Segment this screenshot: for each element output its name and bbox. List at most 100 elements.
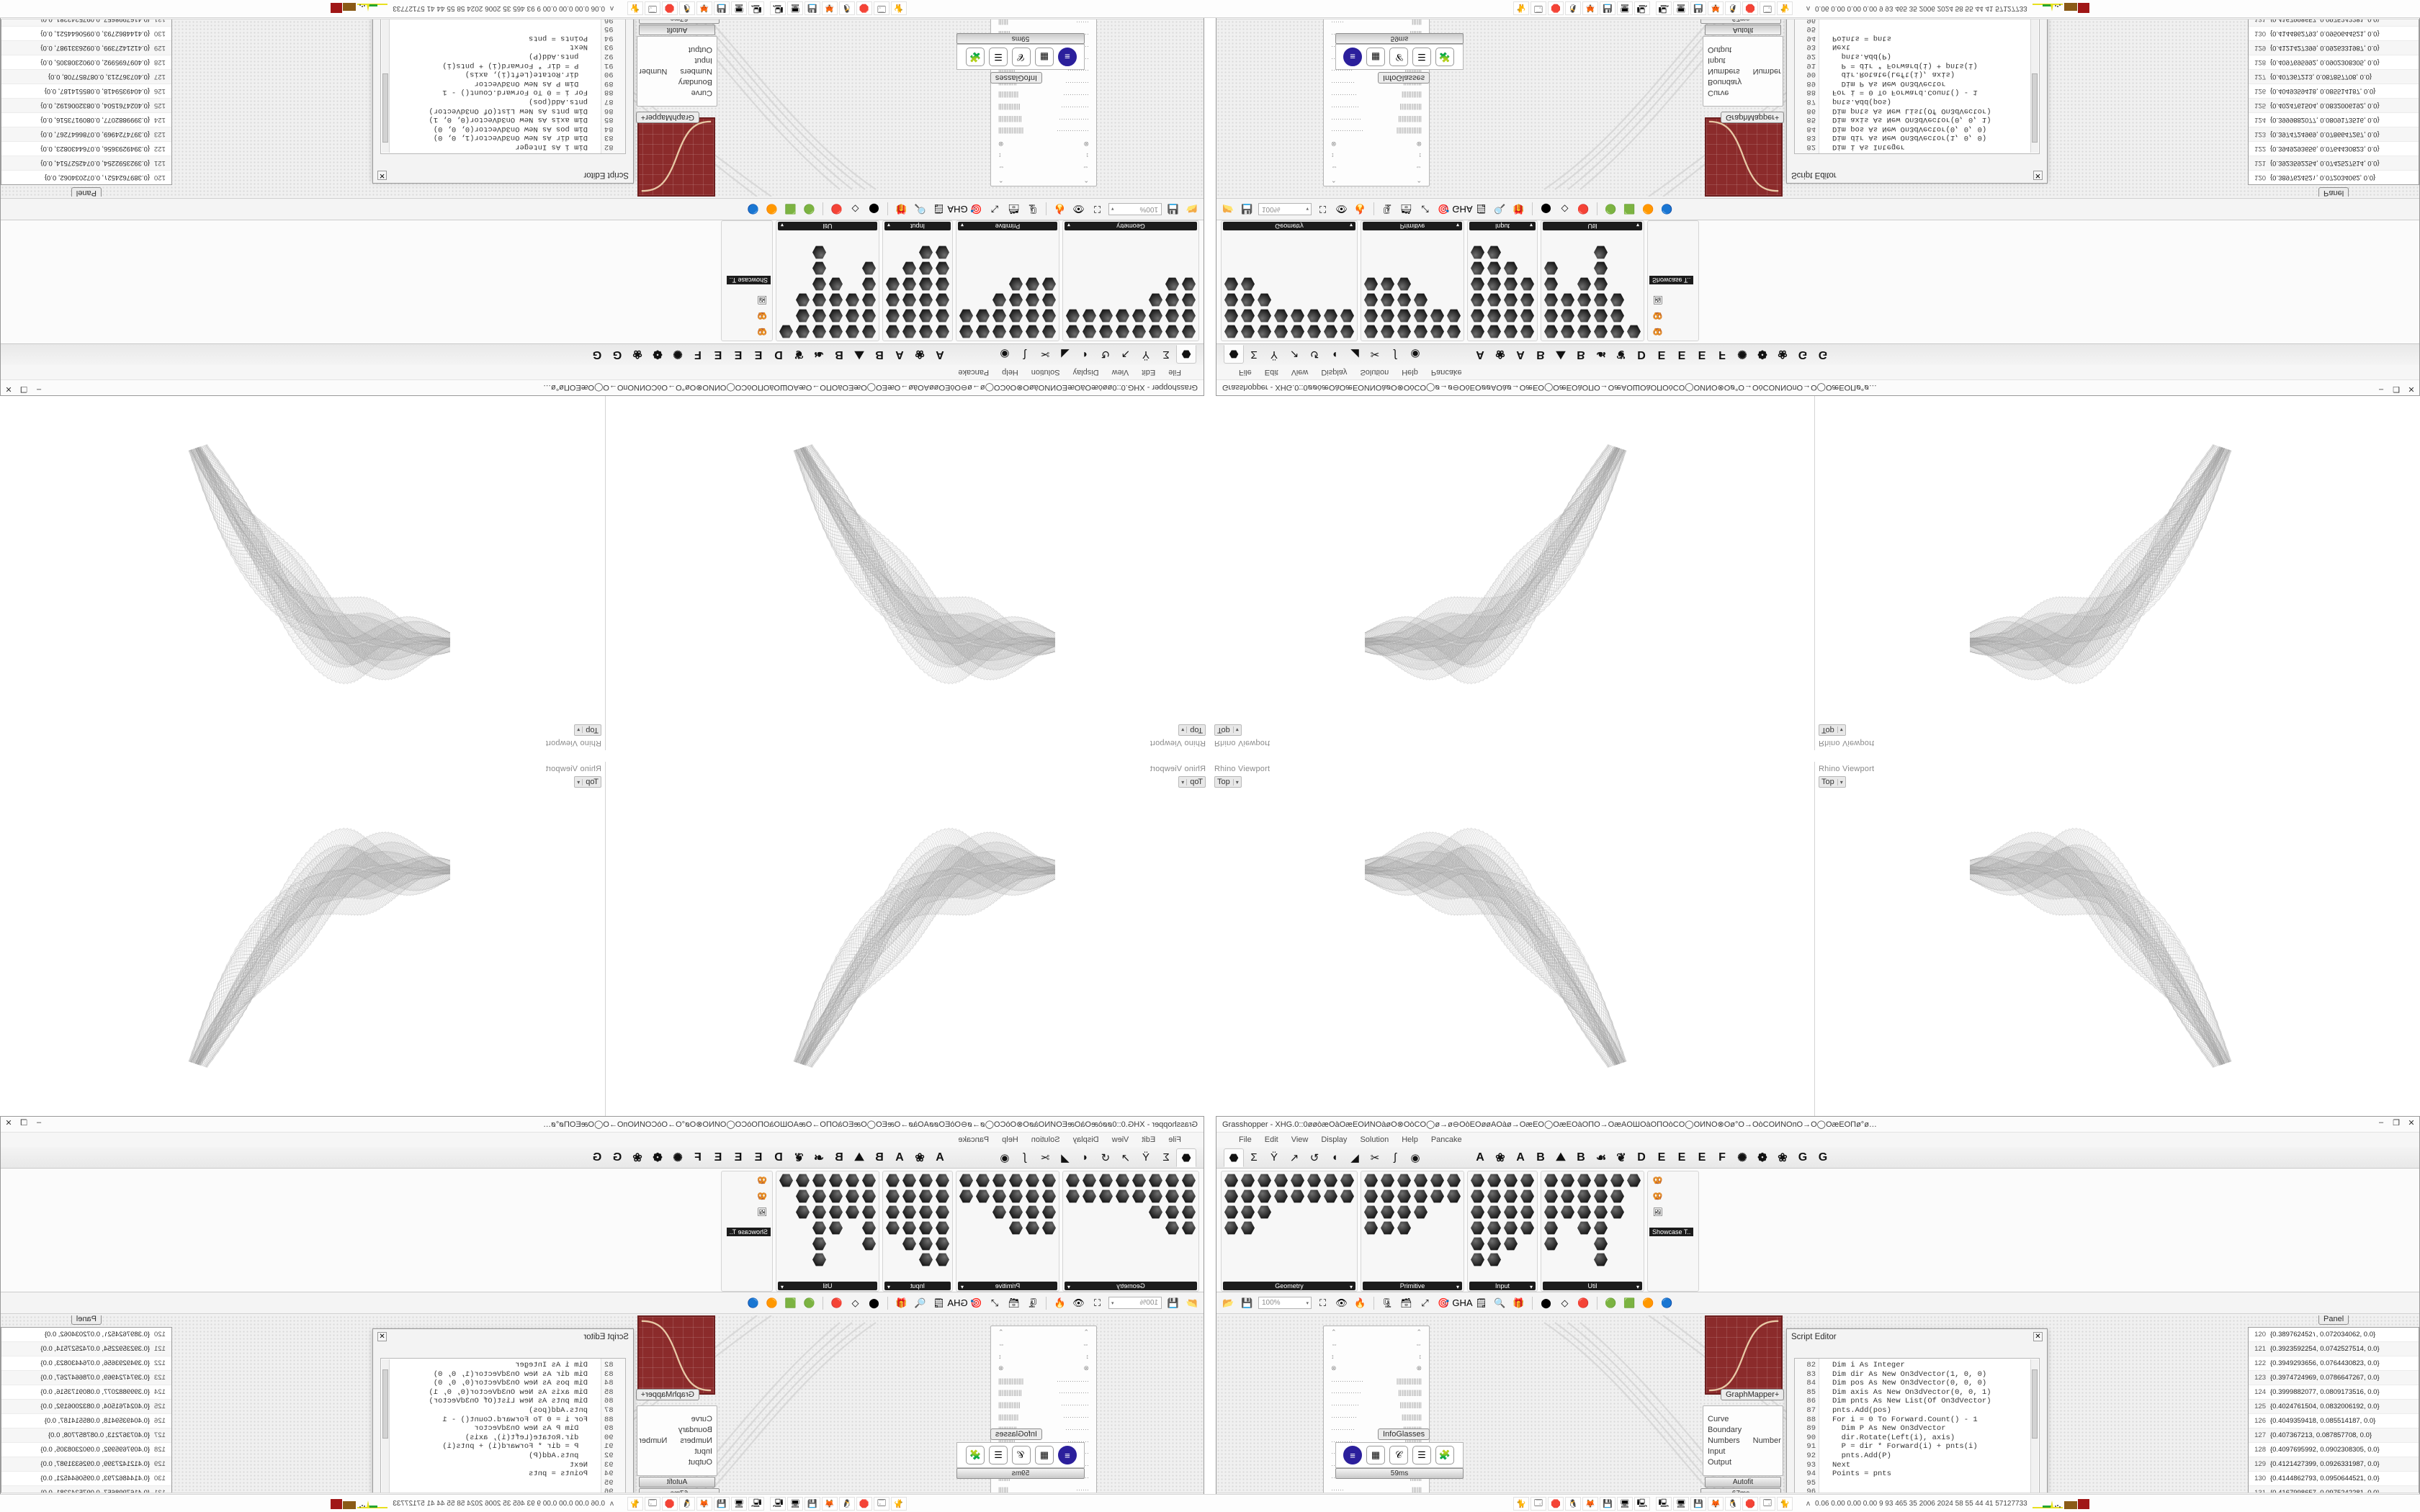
component-icon[interactable] bbox=[918, 1189, 933, 1203]
code-line[interactable]: P = dir * Forward(i) + pnts(i) bbox=[442, 60, 588, 70]
puzzle-icon[interactable]: 🧩 bbox=[966, 48, 985, 66]
preview-teal-icon[interactable]: 🟢 bbox=[1605, 204, 1617, 215]
param-input[interactable]: Curve bbox=[691, 1414, 712, 1423]
grid-squares-icon[interactable]: ▦ bbox=[1366, 48, 1385, 66]
component-icon[interactable] bbox=[935, 1253, 950, 1266]
tab-letter-17[interactable]: G bbox=[592, 348, 602, 361]
code-line[interactable]: dir.Rotate(Left(i), axis) bbox=[465, 1433, 588, 1442]
component-icon[interactable] bbox=[959, 1189, 974, 1203]
component-icon[interactable] bbox=[1560, 1189, 1575, 1203]
script-editor-dialog[interactable]: Script Editor ✕ 82 83 84 85 86 87 88 89 90 91 92 93… bbox=[372, 19, 634, 184]
tab-letter-13[interactable]: ✺ bbox=[1737, 1151, 1747, 1164]
param-output[interactable]: Number bbox=[639, 67, 668, 76]
gha-icon[interactable]: GHA bbox=[947, 1297, 968, 1308]
menu-item-solution[interactable]: Solution bbox=[1360, 1135, 1389, 1144]
code-line[interactable]: Dim axis As New On3dVector(0, 0, 1) bbox=[429, 1387, 588, 1397]
script-editor-dialog[interactable]: Script Editor ✕ 82 83 84 85 86 87 88 89 90 91 92 93… bbox=[1786, 1328, 2048, 1493]
tab-letter-4[interactable]: ⛰ bbox=[854, 1151, 864, 1164]
script-editor-vscroll-thumb[interactable] bbox=[382, 1369, 388, 1439]
tab-display[interactable]: ◉ bbox=[1000, 1151, 1010, 1164]
component-icon[interactable] bbox=[1008, 1174, 1023, 1187]
chevron-down-icon[interactable]: ▾ bbox=[1067, 222, 1071, 228]
component-icon[interactable] bbox=[1273, 1174, 1289, 1187]
component-icon[interactable] bbox=[1397, 325, 1412, 338]
taskbar-item-app-monitor[interactable]: 🖳 bbox=[770, 1496, 786, 1511]
component-icon[interactable] bbox=[1520, 1174, 1535, 1187]
code-line[interactable]: Dim pos As New On3dVector(0, 0, 0) bbox=[1832, 124, 1987, 133]
param-input[interactable]: Numbers bbox=[1708, 1436, 1740, 1445]
tab-letter-13[interactable]: ✺ bbox=[673, 348, 683, 361]
component-icon[interactable] bbox=[918, 293, 933, 307]
info-circle-icon[interactable]: ≡ bbox=[1343, 1446, 1362, 1464]
component-icon[interactable] bbox=[1380, 1205, 1395, 1219]
component-icon[interactable] bbox=[1098, 1189, 1113, 1203]
windows-taskbar[interactable]: 🐈 🗔 🛑 🐧 🦊 💾 🖥 🖳 🖳 🖥 💾 🦊 🐧 🛑 🗔 🐈 ʌ 0.06 0.00 0.00 0.00 9… bbox=[0, 1494, 1210, 1512]
component-icon[interactable] bbox=[1487, 293, 1502, 307]
menu-item-view[interactable]: View bbox=[1291, 1135, 1309, 1144]
component-icon[interactable] bbox=[1593, 325, 1608, 338]
menu-item-pancake[interactable]: Pancake bbox=[958, 1135, 990, 1144]
viewport-projection-combo-2[interactable]: Top ▾ bbox=[1819, 776, 1846, 788]
component-icon[interactable] bbox=[1363, 1221, 1379, 1235]
preview-blue-icon[interactable]: 🔵 bbox=[1661, 204, 1673, 215]
param-input[interactable]: Numbers bbox=[680, 67, 712, 76]
chevron-down-icon[interactable]: ▾ bbox=[781, 1284, 784, 1290]
component-icon[interactable] bbox=[1446, 1174, 1461, 1187]
param-input[interactable]: Boundary bbox=[678, 78, 712, 87]
stack-icon[interactable]: ☰ bbox=[989, 1446, 1008, 1464]
shade-red-icon[interactable]: 🔴 bbox=[1577, 1297, 1590, 1308]
component-icon[interactable] bbox=[1025, 1174, 1040, 1187]
flame-icon[interactable]: 🔥 bbox=[1354, 204, 1366, 215]
component-icon[interactable] bbox=[992, 1205, 1007, 1219]
taskbar-item2-app-green-monitor[interactable]: 🖥 bbox=[731, 1496, 747, 1511]
taskbar-item-app-ghost[interactable]: 🐈 bbox=[1513, 1, 1529, 16]
tab-display[interactable]: ◉ bbox=[1410, 348, 1420, 361]
component-icon[interactable] bbox=[1543, 293, 1559, 307]
tab-letter-2[interactable]: A bbox=[895, 1151, 904, 1164]
taskbar-item2-app-green-monitor[interactable]: 🖥 bbox=[731, 1, 747, 16]
grid-squares-icon[interactable]: ▦ bbox=[1035, 1446, 1054, 1464]
infoglasses-component[interactable]: ≡ ▦ 𝒞 ☰ 🧩 bbox=[1335, 44, 1464, 70]
taskbar-item2-app-ghost[interactable]: 🐈 bbox=[627, 1, 643, 16]
component-icon[interactable] bbox=[1025, 1205, 1040, 1219]
component-icon[interactable] bbox=[935, 1174, 950, 1187]
component-icon[interactable] bbox=[1065, 325, 1080, 338]
component-icon[interactable] bbox=[1610, 325, 1625, 338]
document-icon[interactable]: 🗒 bbox=[1475, 1297, 1487, 1308]
gha-icon[interactable]: GHA bbox=[947, 204, 968, 215]
taskbar-item-app-ghost[interactable]: 🐈 bbox=[891, 1, 907, 16]
preview-teal-icon[interactable]: 🟢 bbox=[803, 204, 815, 215]
component-icon[interactable] bbox=[861, 277, 877, 291]
code-line[interactable]: P = dir * Forward(i) + pnts(i) bbox=[1832, 1442, 1978, 1452]
tab-letter-14[interactable]: ❁ bbox=[653, 1151, 663, 1164]
tab-letter-16[interactable]: G bbox=[612, 348, 622, 361]
preview-green-icon[interactable]: 🟩 bbox=[784, 204, 797, 215]
component-icon[interactable] bbox=[1323, 1174, 1338, 1187]
taskbar-item2-app-firefox[interactable]: 🦊 bbox=[696, 1496, 712, 1511]
tab-transform[interactable]: ʃ bbox=[1394, 348, 1397, 361]
component-icon[interactable] bbox=[1224, 1189, 1239, 1203]
taskbar-item-app-window[interactable]: 🗔 bbox=[1531, 1, 1546, 16]
ribbon-group-caption[interactable]: Input bbox=[884, 1282, 951, 1290]
component-icon[interactable] bbox=[1273, 325, 1289, 338]
component-icon[interactable] bbox=[1413, 1189, 1428, 1203]
component-icon[interactable] bbox=[795, 1205, 810, 1219]
component-icon[interactable] bbox=[1082, 325, 1097, 338]
save-file-icon[interactable]: 💾 bbox=[1241, 204, 1253, 215]
axes-icon[interactable]: ⤢ bbox=[991, 204, 999, 215]
grasshopper-menubar[interactable]: File Edit View Display Solution Help Pancake bbox=[1, 1133, 1204, 1147]
code-line[interactable]: dir.Rotate(Left(i), axis) bbox=[1832, 70, 1955, 79]
component-icon[interactable]: 🥨 bbox=[1652, 327, 1663, 336]
open-file-icon[interactable]: 📂 bbox=[1186, 1297, 1198, 1308]
menu-item-pancake[interactable]: Pancake bbox=[1430, 1135, 1462, 1144]
infoglasses-label[interactable]: InfoGlasses bbox=[1378, 1428, 1430, 1440]
taskbar-item2-app-green-monitor[interactable]: 🖥 bbox=[1673, 1496, 1689, 1511]
component-icon[interactable] bbox=[1290, 325, 1305, 338]
flame-icon[interactable]: 🔥 bbox=[1054, 204, 1066, 215]
component-icon[interactable] bbox=[935, 1237, 950, 1251]
component-icon[interactable] bbox=[1593, 309, 1608, 323]
chevron-down-icon[interactable]: ▾ bbox=[1067, 1284, 1071, 1290]
component-icon[interactable] bbox=[1181, 1174, 1196, 1187]
component-icon[interactable] bbox=[1503, 1237, 1518, 1251]
taskbar-items-secondary[interactable]: 🖳 🖥 💾 🦊 🐧 🛑 🗔 🐈 bbox=[1655, 1, 1793, 16]
